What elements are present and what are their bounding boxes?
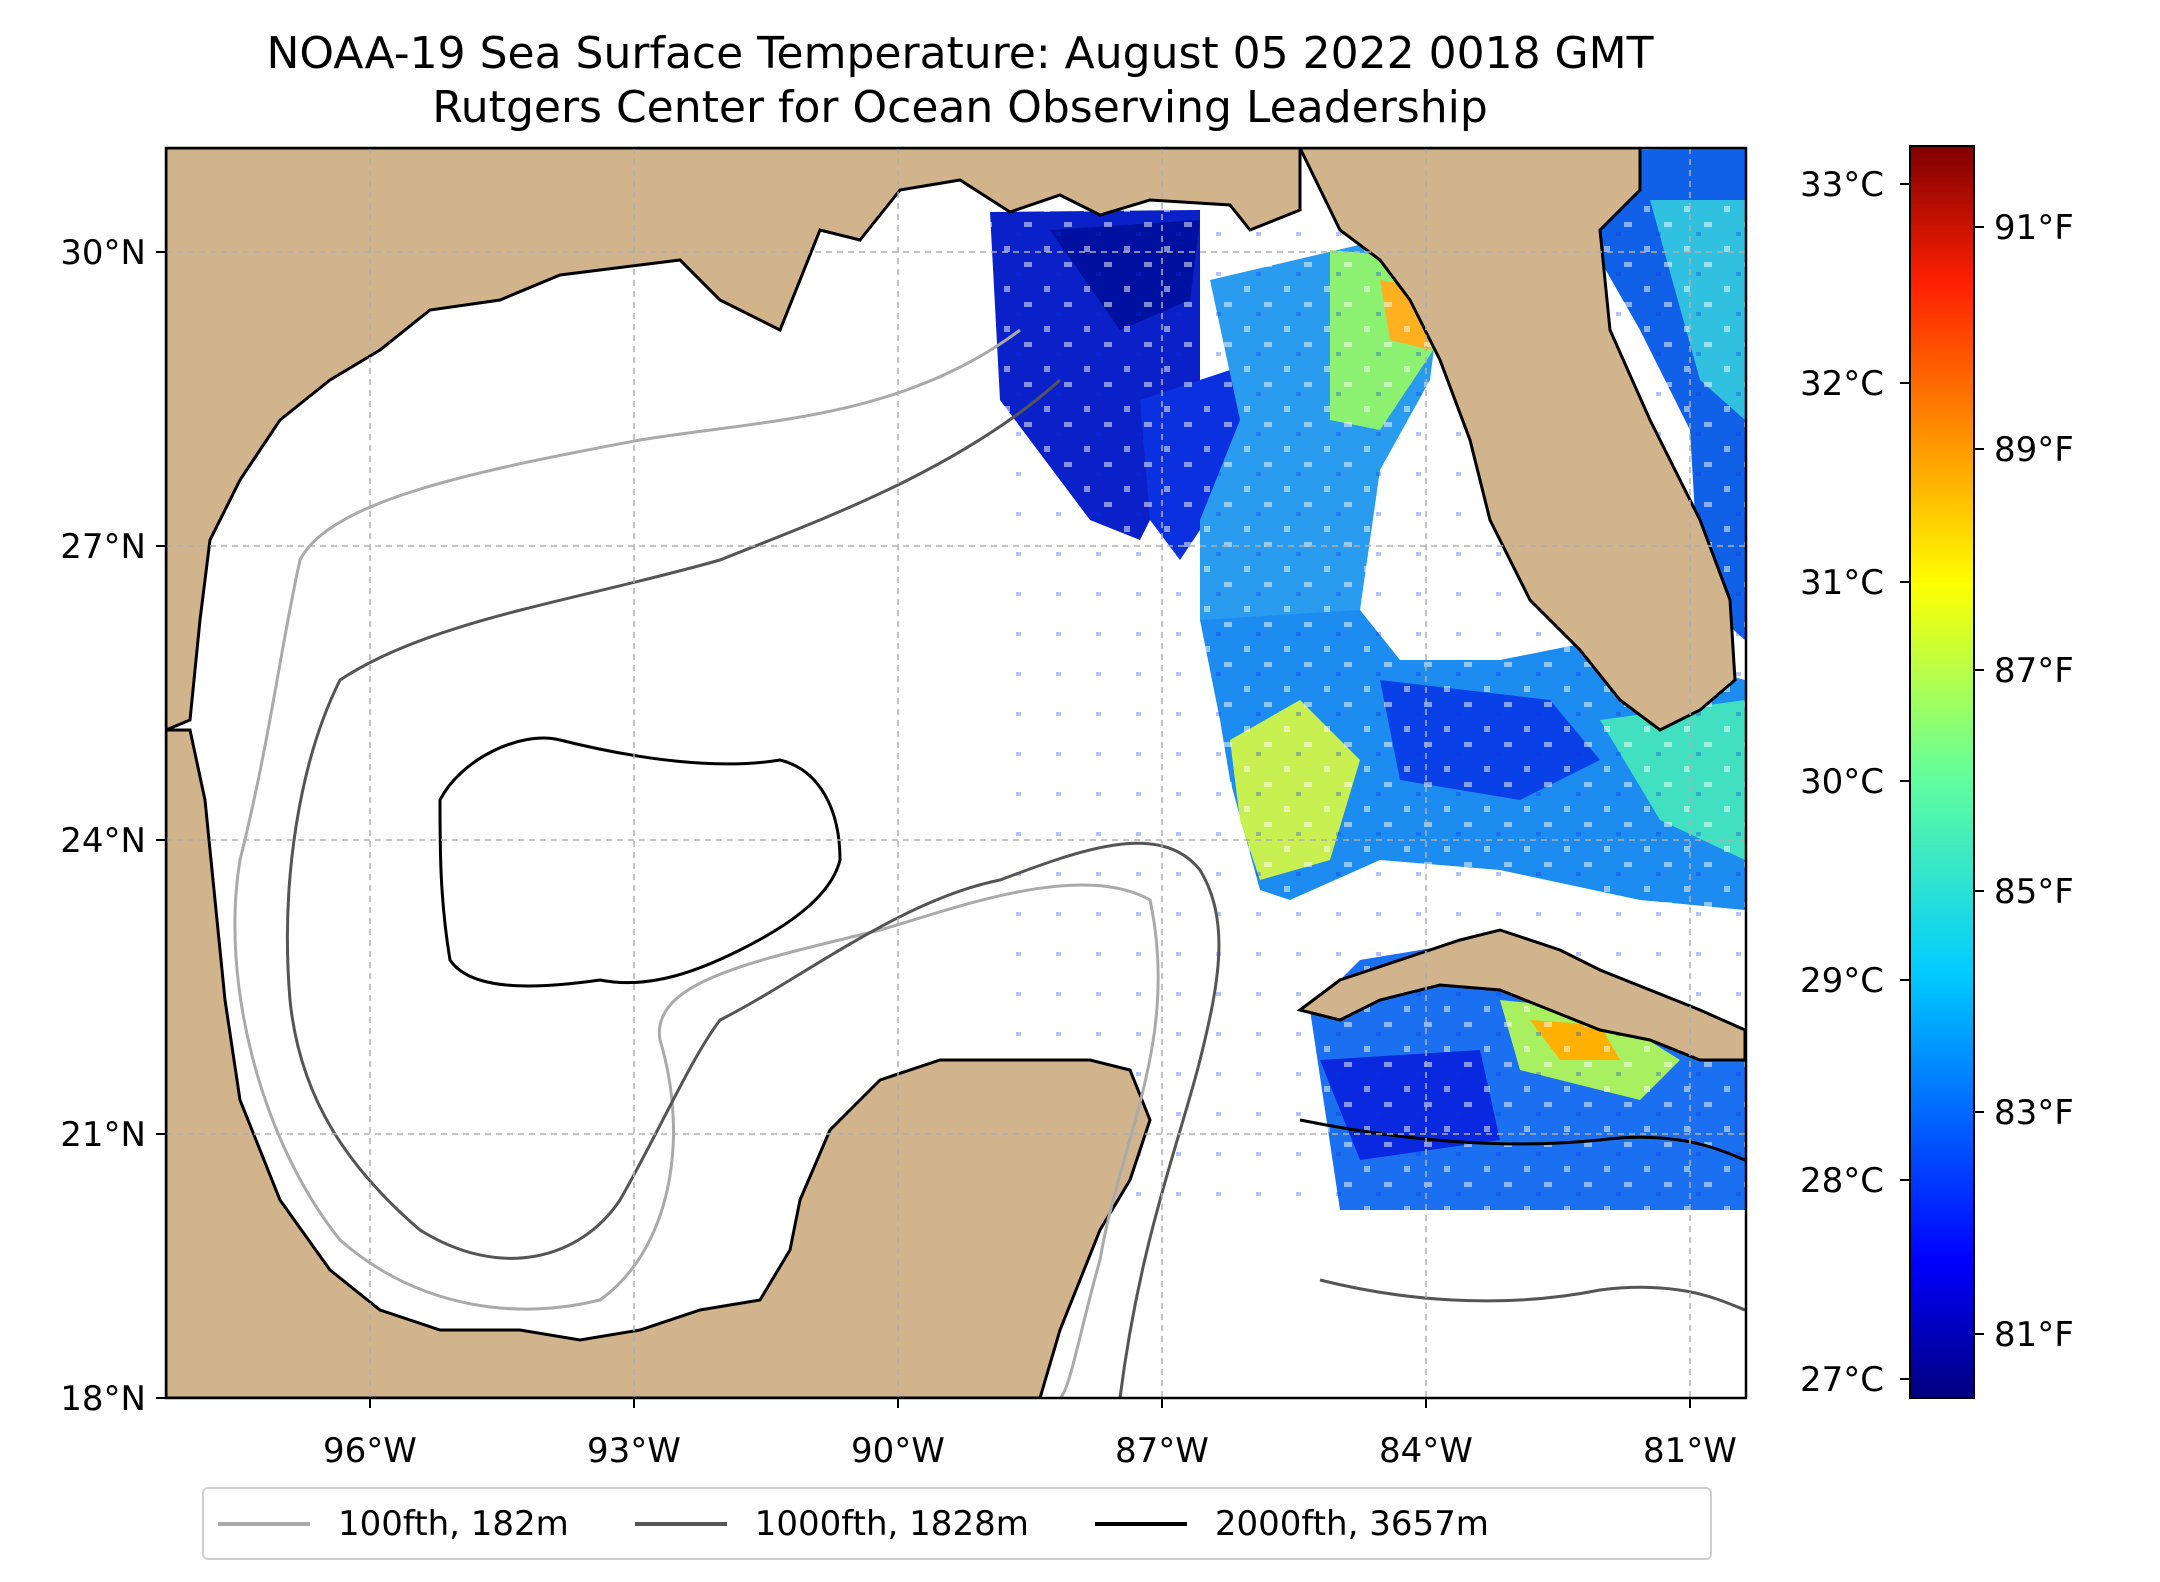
fahrenheit-label: 89°F — [1994, 430, 2074, 470]
celsius-label: 29°C — [1800, 961, 1884, 1001]
legend-item-1000fth: 1000fth, 1828m — [634, 1503, 1029, 1544]
fahrenheit-label: 85°F — [1994, 872, 2074, 912]
legend-item-100fth: 100fth, 182m — [218, 1504, 569, 1544]
land — [166, 148, 1746, 1398]
lat-label: 27°N — [60, 527, 146, 567]
lat-label: 30°N — [60, 233, 146, 273]
contour-2000fth — [438, 736, 842, 988]
map-title: NOAA-19 Sea Surface Temperature: August … — [266, 28, 1654, 79]
colorbar: 33°C 32°C 31°C 30°C 29°C 28°C 27°C 91°F … — [1800, 145, 2074, 1400]
celsius-label: 27°C — [1800, 1360, 1884, 1400]
axis-ticks — [156, 251, 1691, 1408]
lat-label: 24°N — [60, 821, 146, 861]
lat-label: 21°N — [60, 1115, 146, 1155]
legend-swatch — [1094, 1521, 1187, 1526]
lon-label: 87°W — [1115, 1431, 1209, 1471]
lon-label: 93°W — [587, 1431, 681, 1471]
legend-item-2000fth: 2000fth, 3657m — [1094, 1503, 1489, 1544]
contour-legend: 100fth, 182m 1000fth, 1828m 2000fth, 365… — [202, 1487, 1712, 1560]
lon-label: 96°W — [323, 1431, 417, 1471]
fahrenheit-label: 91°F — [1994, 208, 2074, 248]
celsius-label: 31°C — [1800, 563, 1884, 603]
legend-swatch — [218, 1521, 310, 1526]
bathymetry-contours — [233, 328, 1746, 1398]
latitude-labels: 30°N 27°N 24°N 21°N 18°N — [60, 233, 146, 1419]
celsius-label: 32°C — [1800, 364, 1884, 404]
longitude-labels: 96°W 93°W 90°W 87°W 84°W 81°W — [323, 1431, 1737, 1471]
celsius-label: 30°C — [1800, 762, 1884, 802]
legend-label: 100fth, 182m — [338, 1503, 569, 1544]
celsius-label: 33°C — [1800, 165, 1884, 205]
lon-label: 81°W — [1643, 1431, 1737, 1471]
fahrenheit-label: 81°F — [1994, 1315, 2074, 1355]
legend-label: 2000fth, 3657m — [1214, 1503, 1489, 1544]
legend-swatch — [634, 1521, 727, 1526]
legend-label: 1000fth, 1828m — [754, 1503, 1029, 1544]
fahrenheit-label: 87°F — [1994, 651, 2074, 691]
colorbar-gradient — [1909, 145, 1975, 1399]
lat-label: 18°N — [60, 1379, 146, 1419]
map-subtitle: Rutgers Center for Ocean Observing Leade… — [432, 82, 1488, 133]
contour-100fth — [233, 328, 1160, 1398]
lon-label: 84°W — [1379, 1431, 1473, 1471]
lon-label: 90°W — [851, 1431, 945, 1471]
contour-1000fth — [285, 378, 1221, 1398]
celsius-label: 28°C — [1800, 1161, 1884, 1201]
fahrenheit-label: 83°F — [1994, 1093, 2074, 1133]
